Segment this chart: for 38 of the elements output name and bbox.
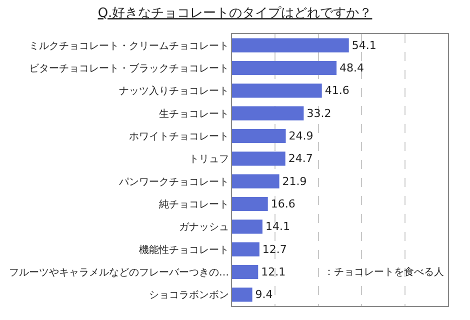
data-label: 24.9 — [288, 130, 314, 142]
y-tick-label: フルーツやキャラメルなどのフレーバーつきの… — [9, 268, 229, 278]
bar — [232, 128, 286, 144]
data-label: 54.1 — [352, 38, 376, 52]
bar — [232, 60, 337, 76]
bar — [232, 220, 262, 234]
y-tick-label: ショコラボンボン — [149, 290, 229, 302]
data-label: 14.1 — [265, 220, 290, 234]
data-label: 41.6 — [324, 84, 350, 98]
bar — [232, 84, 322, 98]
bar — [232, 152, 286, 166]
y-tick-label: ガナッシュ — [179, 222, 229, 234]
data-label: 21.9 — [282, 174, 307, 188]
bar — [232, 264, 258, 280]
y-tick-label: 生チョコレート — [159, 108, 229, 120]
data-label: 9.4 — [255, 288, 273, 302]
bar — [232, 174, 280, 188]
bar — [232, 38, 349, 52]
y-tick-label: パンワークチョコレート — [118, 176, 229, 188]
y-tick-label: ホワイトチョコレート — [129, 132, 229, 142]
bar — [232, 196, 268, 212]
bar — [232, 106, 304, 120]
annotation: ：チョコレートを食べる人 — [324, 266, 444, 278]
y-tick-label: 純チョコレート — [159, 198, 229, 210]
data-label: 48.4 — [340, 62, 364, 74]
data-label: 12.1 — [261, 266, 286, 278]
y-tick-label: ミルクチョコレート・クリームチョコレート — [29, 40, 229, 52]
bar — [232, 242, 260, 256]
data-label: 12.7 — [262, 242, 287, 256]
data-label: 33.2 — [306, 106, 332, 120]
bar — [232, 288, 252, 302]
y-tick-label: 機能性チョコレート — [139, 244, 229, 256]
y-tick-label: ナッツ入りチョコレート — [119, 85, 229, 98]
data-label: 24.7 — [288, 152, 313, 166]
data-label: 16.6 — [270, 198, 296, 210]
chart-title: Q.好きなチョコレートのタイプはどれですか？ — [98, 6, 372, 22]
y-tick-label: ビターチョコレート・ブラックチョコレート — [29, 62, 229, 74]
y-tick-label: トリュフ — [189, 154, 229, 166]
